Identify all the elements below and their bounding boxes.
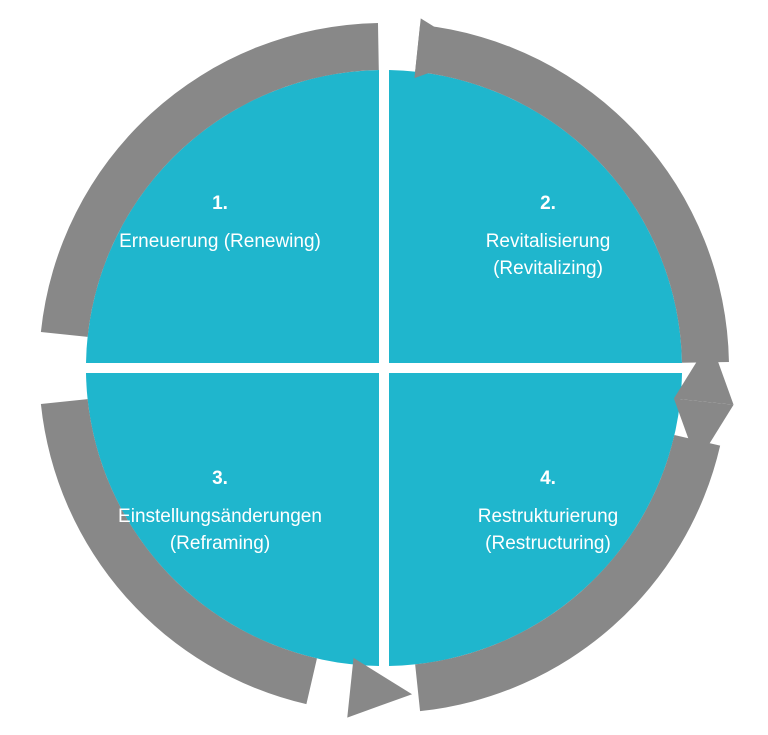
quadrant-3-title-1: Einstellungsänderungen xyxy=(90,503,350,531)
quadrant-2-title-2: (Revitalizing) xyxy=(418,255,678,283)
cycle-diagram: 1. Erneuerung (Renewing) 2. Revitalisier… xyxy=(0,0,768,735)
quadrant-3-label: 3. Einstellungsänderungen (Reframing) xyxy=(90,465,350,558)
quadrant-4-label: 4. Restrukturierung (Restructuring) xyxy=(418,465,678,558)
cycle-svg xyxy=(0,0,768,735)
quadrant-4-title-1: Restrukturierung xyxy=(418,503,678,531)
quadrant-1-title-1: Erneuerung (Renewing) xyxy=(90,228,350,256)
quadrant-3-title-2: (Reframing) xyxy=(90,530,350,558)
quadrant-4-title-2: (Restructuring) xyxy=(418,530,678,558)
quadrant-4-number: 4. xyxy=(418,465,678,493)
quadrant-3-number: 3. xyxy=(90,465,350,493)
quadrant-2-title-1: Revitalisierung xyxy=(418,228,678,256)
quadrant-2-label: 2. Revitalisierung (Revitalizing) xyxy=(418,190,678,283)
quadrant-1-number: 1. xyxy=(90,190,350,218)
quadrant-1-label: 1. Erneuerung (Renewing) xyxy=(90,190,350,255)
quadrant-2-number: 2. xyxy=(418,190,678,218)
